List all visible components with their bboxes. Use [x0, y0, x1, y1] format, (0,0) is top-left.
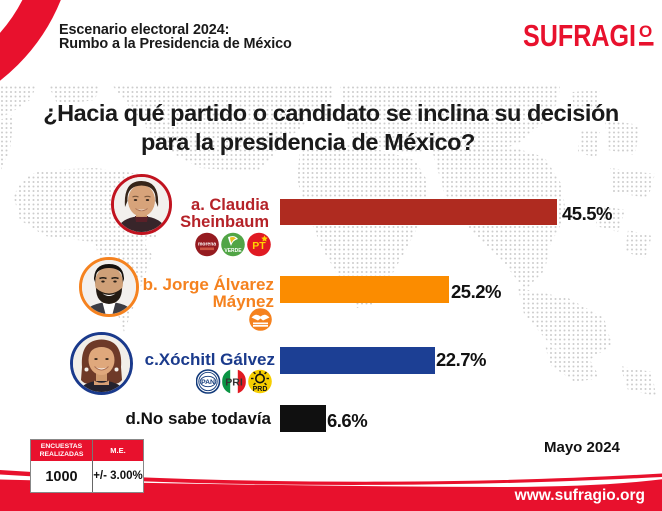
svg-text:PRD: PRD — [253, 386, 268, 393]
svg-text:morena: morena — [198, 242, 216, 248]
svg-text:PT: PT — [252, 240, 266, 252]
svg-text:O: O — [639, 22, 652, 41]
svg-text:VERDE: VERDE — [224, 248, 242, 254]
svg-text:PAN: PAN — [201, 379, 215, 386]
svg-text:PRI: PRI — [225, 377, 243, 389]
svg-text:SUFRAGI: SUFRAGI — [523, 18, 636, 53]
